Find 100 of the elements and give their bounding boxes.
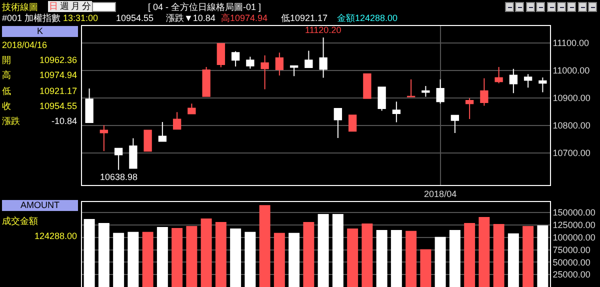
- bar: [522, 226, 534, 287]
- y-tick-label: 75000.00: [552, 244, 590, 255]
- bar: [288, 232, 300, 287]
- text: 10954.55: [116, 13, 154, 24]
- bar: [142, 232, 154, 287]
- y-tick-label: 125000.00: [552, 220, 596, 230]
- bar: [215, 222, 226, 287]
- bar: [537, 225, 548, 287]
- y-tick-label: 25000.00: [552, 270, 590, 280]
- bar: [508, 233, 519, 287]
- text: 金額124288.00: [337, 13, 398, 24]
- bar: [303, 222, 314, 287]
- bar: [244, 232, 256, 287]
- candlestick: [188, 103, 196, 114]
- candlestick: [465, 98, 474, 120]
- candlestick: [363, 73, 372, 99]
- bar: [230, 228, 242, 287]
- y-tick-label: 11100.00: [552, 38, 590, 48]
- bar: [434, 236, 446, 287]
- bar: [186, 226, 198, 287]
- bar: [362, 223, 373, 287]
- text: 開: [2, 55, 11, 66]
- candlestick: [538, 76, 547, 93]
- candlestick: [494, 66, 503, 84]
- text: 分: [81, 1, 92, 12]
- candlestick: [524, 74, 532, 88]
- text: 收: [2, 101, 11, 112]
- bar: [332, 214, 344, 287]
- candlestick: [158, 122, 167, 142]
- text: 124288.00: [34, 231, 77, 242]
- y-tick-label: 50000.00: [552, 257, 590, 268]
- bar: [420, 249, 432, 287]
- y-tick-label: 150000.00: [552, 208, 596, 218]
- bar: [376, 230, 388, 287]
- candlestick: [202, 66, 210, 97]
- text: 10974.94: [39, 70, 77, 81]
- candlestick: [348, 114, 357, 132]
- y-tick-label: 100000.00: [552, 232, 596, 243]
- candlestick: [85, 88, 94, 124]
- bar: [274, 232, 285, 287]
- text: 漲跌: [2, 116, 20, 127]
- text: 成交金額: [2, 216, 38, 227]
- bar: [493, 224, 504, 287]
- candlestick: [100, 124, 108, 152]
- text: 日: [48, 1, 59, 12]
- bar: [98, 222, 110, 287]
- bar: [464, 222, 476, 287]
- candlestick: [216, 43, 226, 68]
- candlestick: [172, 112, 182, 130]
- text: 高: [2, 70, 11, 81]
- y-tick-label: 10900.00: [552, 93, 590, 104]
- candlestick: [129, 138, 138, 169]
- annotation: 11120.20: [305, 25, 342, 35]
- bar: [84, 219, 95, 287]
- bar: [113, 232, 124, 287]
- text: 10962.36: [39, 55, 77, 66]
- text: 高10974.94: [221, 13, 268, 24]
- text: 週: [59, 1, 70, 12]
- text: #001 加權指數: [2, 13, 61, 24]
- candlestick: [480, 78, 488, 106]
- candlestick: [246, 56, 254, 70]
- text: 技術線圖: [2, 2, 38, 13]
- candlestick: [319, 37, 328, 78]
- candlestick: [509, 68, 518, 94]
- y-tick-label: 10800.00: [552, 120, 590, 131]
- y-tick-label: 10700.00: [552, 148, 590, 158]
- candlestick: [378, 86, 386, 112]
- bar: [259, 205, 270, 287]
- candlestick: [290, 65, 298, 77]
- text: 10921.17: [39, 86, 77, 97]
- candlestick: [436, 78, 444, 104]
- bar: [200, 218, 212, 287]
- bar: [172, 228, 183, 287]
- candlestick: [422, 85, 430, 98]
- candlestick: [334, 108, 342, 138]
- candlestick: [450, 114, 460, 134]
- text: 2018/04/16: [2, 40, 48, 51]
- candlestick: [231, 50, 240, 67]
- bar: [156, 226, 168, 287]
- candlestick: [406, 78, 416, 98]
- text: 13:31:00: [63, 13, 98, 24]
- candlestick: [114, 148, 123, 170]
- bar: [390, 230, 402, 287]
- text: 10954.55: [39, 101, 77, 112]
- text: 低: [2, 86, 11, 97]
- text: 低10921.17: [281, 13, 328, 24]
- bar: [478, 217, 490, 287]
- text: 月: [70, 1, 81, 12]
- bar: [128, 232, 139, 287]
- candlestick: [304, 50, 313, 68]
- candlestick: [144, 130, 152, 152]
- chart-title: [ 04 - 全方位日線格局圖-01 ]: [148, 2, 262, 13]
- bar: [318, 214, 329, 287]
- bar: [406, 230, 417, 287]
- annotation: 10638.98: [100, 172, 138, 182]
- x-tick-label: 2018/04: [424, 188, 457, 199]
- text: -10.84: [51, 116, 77, 127]
- text: 漲跌▼10.84: [166, 13, 216, 24]
- candlestick: [260, 54, 269, 90]
- candlestick: [275, 52, 284, 76]
